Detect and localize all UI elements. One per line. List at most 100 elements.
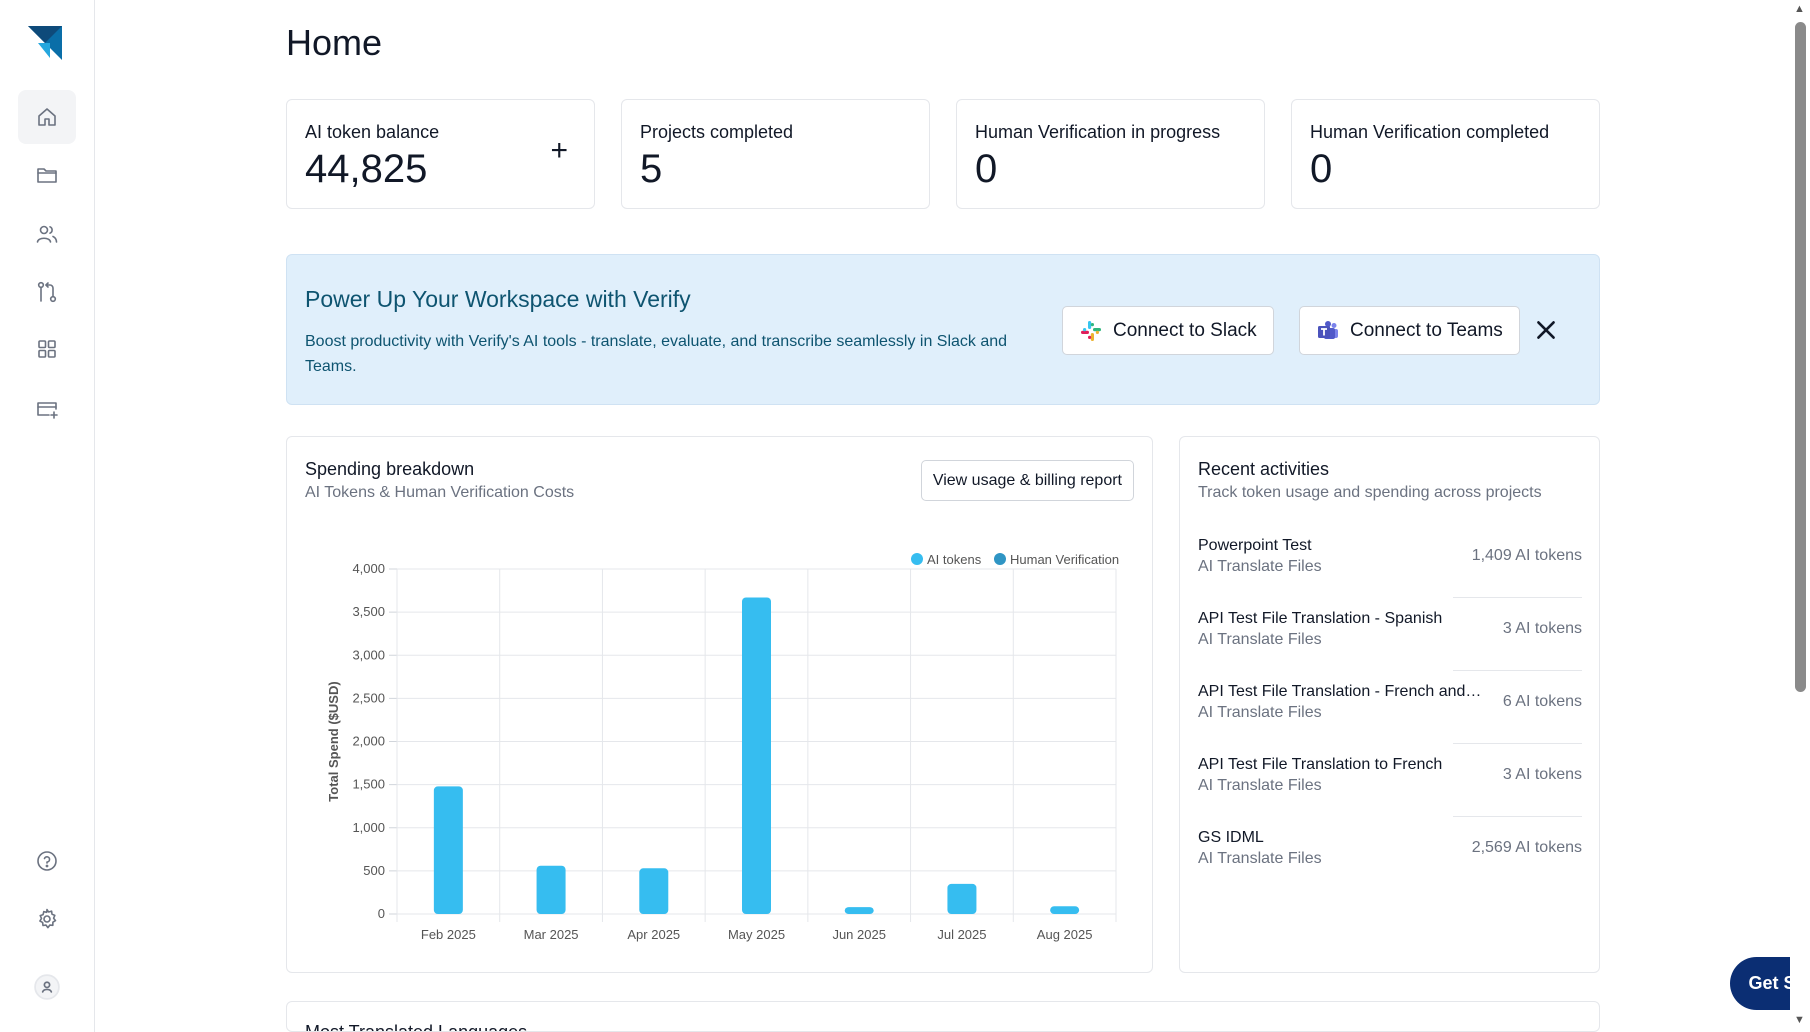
activity-type: AI Translate Files bbox=[1198, 704, 1322, 721]
stat-value: 0 bbox=[975, 147, 998, 191]
x-tick-label: Feb 2025 bbox=[421, 927, 476, 942]
y-tick-label: 1,500 bbox=[352, 777, 385, 792]
x-tick-label: Jul 2025 bbox=[937, 927, 986, 942]
connect-slack-button[interactable]: Connect to Slack bbox=[1062, 306, 1274, 355]
bar bbox=[844, 907, 874, 914]
activity-tokens: 1,409 AI tokens bbox=[1471, 547, 1582, 564]
recent-activities-card: Recent activities Track token usage and … bbox=[1179, 436, 1600, 973]
bar bbox=[947, 883, 977, 914]
bar bbox=[1050, 906, 1080, 914]
y-tick-label: 1,000 bbox=[352, 820, 385, 835]
stat-card-projects-completed: Projects completed 5 bbox=[621, 99, 930, 209]
sidebar-item-profile[interactable] bbox=[18, 960, 76, 1014]
connect-teams-label: Connect to Teams bbox=[1350, 319, 1503, 341]
connect-slack-label: Connect to Slack bbox=[1113, 319, 1257, 341]
slack-icon bbox=[1081, 320, 1101, 341]
y-axis-label: Total Spend ($USD) bbox=[326, 681, 341, 801]
y-tick-label: 2,000 bbox=[352, 734, 385, 749]
x-tick-label: Apr 2025 bbox=[627, 927, 680, 942]
stat-value: 44,825 bbox=[305, 147, 428, 191]
sidebar-item-workflows[interactable] bbox=[18, 265, 76, 319]
spending-breakdown-card: Spending breakdown AI Tokens & Human Ver… bbox=[286, 436, 1153, 973]
billing-card-icon bbox=[37, 402, 58, 419]
close-icon[interactable] bbox=[1533, 317, 1559, 343]
sidebar-item-team[interactable] bbox=[18, 207, 76, 261]
stat-label: Projects completed bbox=[640, 122, 794, 142]
stat-card-hv-completed: Human Verification completed 0 bbox=[1291, 99, 1600, 209]
apps-grid-icon bbox=[38, 340, 56, 358]
y-tick-label: 2,500 bbox=[352, 690, 385, 705]
spending-title: Spending breakdown bbox=[305, 459, 475, 479]
most-translated-languages-card: Most Translated Languages bbox=[286, 1001, 1600, 1032]
bar bbox=[742, 597, 771, 914]
bar bbox=[536, 865, 566, 914]
x-tick-label: Jun 2025 bbox=[832, 927, 886, 942]
sidebar-item-help[interactable] bbox=[18, 834, 76, 888]
add-tokens-button[interactable]: + bbox=[550, 134, 568, 167]
activity-tokens: 2,569 AI tokens bbox=[1471, 839, 1582, 856]
sidebar-item-projects[interactable] bbox=[18, 148, 76, 202]
sidebar-item-apps[interactable] bbox=[18, 322, 76, 376]
stat-label: Human Verification in progress bbox=[975, 122, 1221, 142]
legend-label: AI tokens bbox=[927, 552, 982, 567]
folder-icon bbox=[37, 168, 57, 183]
bar bbox=[639, 868, 669, 914]
legend-label: Human Verification bbox=[1010, 552, 1119, 567]
view-billing-report-button[interactable]: View usage & billing report bbox=[920, 460, 1134, 501]
connect-teams-button[interactable]: Connect to Teams bbox=[1299, 306, 1520, 355]
page-title: Home bbox=[286, 22, 383, 63]
activity-type: AI Translate Files bbox=[1198, 558, 1322, 575]
gear-icon bbox=[39, 908, 57, 929]
activity-item[interactable]: Powerpoint Test AI Translate Files 1,409… bbox=[1198, 525, 1582, 598]
stat-label: AI token balance bbox=[305, 122, 440, 142]
spending-bar-chart: 0 500 1,000 1,500 2,000 2,500 3,000 3,500 4,000 F… bbox=[326, 552, 1119, 942]
help-icon bbox=[37, 851, 57, 871]
legend-swatch bbox=[994, 553, 1006, 565]
stat-card-ai-token-balance: AI token balance 44,825 + bbox=[286, 99, 595, 209]
activity-item[interactable]: API Test File Translation to French AI T… bbox=[1198, 744, 1582, 817]
y-tick-label: 0 bbox=[378, 906, 385, 921]
divider bbox=[1453, 670, 1582, 671]
sidebar-item-billing[interactable] bbox=[18, 382, 76, 436]
activity-name: GS IDML bbox=[1198, 829, 1264, 846]
teams-icon bbox=[1318, 320, 1338, 339]
activity-name: API Test File Translation - French and… bbox=[1198, 683, 1482, 700]
scrollbar-thumb[interactable] bbox=[1795, 22, 1806, 692]
x-tick-label: May 2025 bbox=[728, 927, 785, 942]
activity-item[interactable]: API Test File Translation - Spanish AI T… bbox=[1198, 598, 1582, 671]
banner-text: Boost productivity with Verify's AI tool… bbox=[305, 333, 1008, 375]
sidebar bbox=[0, 0, 95, 1032]
main-content: Home AI token balance 44,825 + Projects … bbox=[95, 0, 1810, 1032]
activity-name: Powerpoint Test bbox=[1198, 537, 1312, 554]
x-tick-label: Mar 2025 bbox=[524, 927, 579, 942]
recent-title: Recent activities bbox=[1198, 459, 1330, 479]
integrations-banner: Power Up Your Workspace with Verify Boos… bbox=[286, 254, 1600, 405]
banner-title: Power Up Your Workspace with Verify bbox=[305, 286, 691, 312]
y-tick-label: 4,000 bbox=[352, 561, 385, 576]
divider bbox=[1453, 597, 1582, 598]
y-tick-label: 3,000 bbox=[352, 647, 385, 662]
scroll-down-arrow[interactable]: ▼ bbox=[1794, 1014, 1805, 1026]
sidebar-item-settings[interactable] bbox=[18, 892, 76, 946]
sidebar-item-home[interactable] bbox=[18, 90, 76, 144]
stat-value: 0 bbox=[1310, 147, 1333, 191]
recent-subtitle: Track token usage and spending across pr… bbox=[1198, 484, 1542, 501]
activity-item[interactable]: GS IDML AI Translate Files 2,569 AI toke… bbox=[1198, 817, 1582, 890]
legend-swatch bbox=[911, 553, 923, 565]
divider bbox=[1453, 816, 1582, 817]
workflow-icon bbox=[37, 281, 57, 303]
stat-card-hv-in-progress: Human Verification in progress 0 bbox=[956, 99, 1265, 209]
languages-title: Most Translated Languages bbox=[305, 1022, 528, 1032]
activity-item[interactable]: API Test File Translation - French and… … bbox=[1198, 671, 1582, 744]
y-tick-label: 3,500 bbox=[352, 604, 385, 619]
activity-tokens: 3 AI tokens bbox=[1502, 766, 1582, 783]
spending-subtitle: AI Tokens & Human Verification Costs bbox=[305, 484, 575, 501]
activity-name: API Test File Translation to French bbox=[1198, 756, 1443, 773]
scroll-up-arrow[interactable]: ▲ bbox=[1794, 3, 1805, 15]
activity-type: AI Translate Files bbox=[1198, 631, 1322, 648]
verify-logo[interactable] bbox=[28, 26, 64, 62]
user-avatar-icon bbox=[34, 974, 60, 1000]
activity-tokens: 6 AI tokens bbox=[1502, 693, 1582, 710]
users-icon bbox=[36, 225, 58, 243]
bar bbox=[433, 786, 463, 914]
